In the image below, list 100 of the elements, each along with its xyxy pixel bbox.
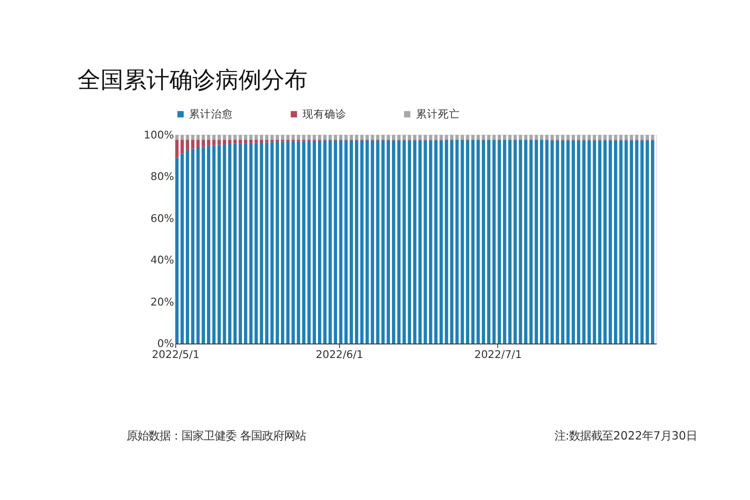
bar xyxy=(360,140,364,344)
bar xyxy=(508,140,512,344)
bar xyxy=(502,140,506,344)
bar xyxy=(222,144,226,344)
text: 原始数据：国家卫健委 各国政府网站 xyxy=(126,428,306,443)
bar xyxy=(514,140,517,344)
bar xyxy=(482,140,486,344)
bar xyxy=(202,146,205,344)
bar xyxy=(244,143,248,344)
bar xyxy=(450,140,454,344)
bar xyxy=(566,140,570,344)
legend-label: 累计死亡 xyxy=(416,108,460,121)
bar xyxy=(646,134,649,140)
bar xyxy=(518,140,522,344)
bar xyxy=(254,140,258,143)
bar xyxy=(640,140,644,344)
bar xyxy=(180,154,184,344)
x-tick-label: 2022/7/1 xyxy=(474,348,522,361)
y-tick-label: 80% xyxy=(150,171,174,184)
bar xyxy=(466,140,470,344)
bar xyxy=(455,140,459,344)
bar xyxy=(254,142,258,344)
bar xyxy=(292,134,295,140)
bar xyxy=(244,134,248,140)
bar xyxy=(561,140,564,344)
bar xyxy=(556,140,560,344)
bar xyxy=(323,140,327,344)
bar xyxy=(440,134,443,140)
bar xyxy=(218,134,221,140)
bar xyxy=(280,142,284,344)
bar xyxy=(370,140,374,344)
bar xyxy=(233,144,237,344)
bar xyxy=(492,140,496,344)
bar xyxy=(228,140,232,144)
bar xyxy=(386,140,390,344)
bar xyxy=(206,134,210,140)
bar xyxy=(312,140,316,344)
bar xyxy=(424,140,427,344)
bar xyxy=(296,141,300,344)
bar xyxy=(550,134,554,140)
bar xyxy=(228,144,232,344)
bar xyxy=(630,140,634,344)
bar xyxy=(276,134,279,140)
bar xyxy=(487,140,490,344)
bar xyxy=(444,140,448,344)
bar xyxy=(608,140,612,344)
bar xyxy=(280,134,284,140)
bar xyxy=(434,140,438,344)
bar xyxy=(186,140,190,150)
bar xyxy=(524,134,528,140)
bar xyxy=(196,148,200,344)
bar xyxy=(276,142,279,344)
bar xyxy=(428,134,432,140)
bar xyxy=(218,140,221,145)
bar xyxy=(206,146,210,344)
bar xyxy=(270,142,274,344)
bar xyxy=(366,140,369,344)
bar xyxy=(218,144,221,344)
bar xyxy=(471,140,475,344)
bar xyxy=(635,134,638,140)
bar xyxy=(175,158,179,344)
text: 注:数据截至2022年7月30日 xyxy=(554,428,698,443)
bar xyxy=(249,140,253,143)
bar xyxy=(175,140,179,158)
bar xyxy=(576,140,580,344)
bar xyxy=(487,134,490,140)
bar xyxy=(270,140,274,142)
bar xyxy=(635,140,638,344)
bar xyxy=(265,142,268,344)
y-tick-label: 60% xyxy=(150,212,174,225)
bar xyxy=(180,134,184,140)
bar xyxy=(202,140,205,147)
bar xyxy=(292,141,295,344)
bar xyxy=(206,140,210,146)
bar xyxy=(572,140,575,344)
bar xyxy=(265,134,268,140)
y-tick-label: 100% xyxy=(144,130,174,142)
bar xyxy=(318,140,322,344)
bar xyxy=(238,140,242,144)
bar xyxy=(413,134,416,140)
bar xyxy=(350,134,353,140)
bar xyxy=(260,140,264,143)
bar xyxy=(608,134,612,140)
chart-title: 全国累计确诊病例分布 xyxy=(77,68,308,94)
bar xyxy=(392,140,396,344)
bar xyxy=(540,140,544,344)
legend-label: 累计治愈 xyxy=(189,108,234,121)
bar xyxy=(624,134,628,140)
bar xyxy=(440,140,443,344)
bar xyxy=(286,142,290,344)
bar xyxy=(328,134,332,140)
bar xyxy=(588,140,591,344)
bar xyxy=(624,140,628,344)
bar xyxy=(344,140,348,344)
bar xyxy=(534,134,538,140)
bar xyxy=(318,134,322,140)
bar xyxy=(302,141,306,344)
bar xyxy=(619,140,623,344)
bar xyxy=(534,140,538,344)
bar xyxy=(418,140,422,344)
